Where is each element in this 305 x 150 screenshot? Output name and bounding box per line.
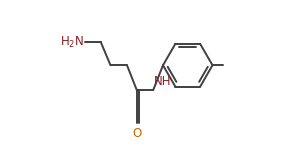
Text: O: O xyxy=(132,127,142,140)
Text: NH: NH xyxy=(154,75,171,88)
Text: H$_2$N: H$_2$N xyxy=(60,34,84,50)
